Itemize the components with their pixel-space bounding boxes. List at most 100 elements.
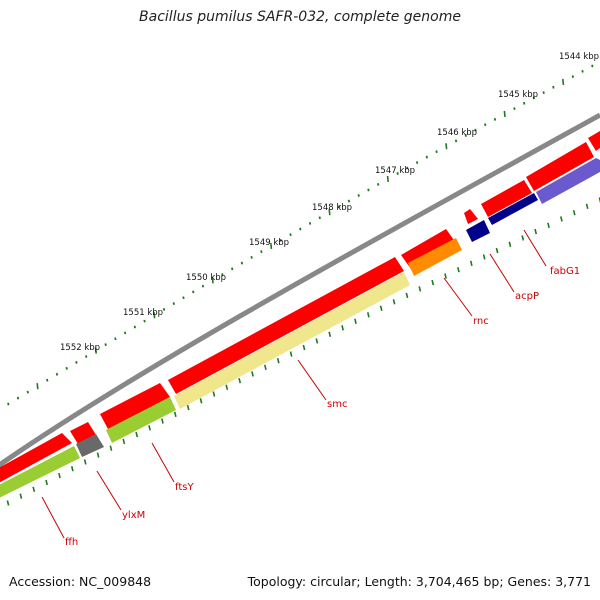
- inner-tick: [199, 398, 203, 404]
- scale-tick: [503, 110, 506, 118]
- gene-ffh: [0, 446, 80, 498]
- gene-fabG1: [536, 158, 600, 204]
- cds-arrow: [588, 131, 600, 151]
- gene-labels: fabG1 acpP rnc smc ftsY ylxM ffh: [65, 266, 580, 548]
- gene-acpP-small: [488, 193, 538, 225]
- scale-tick: [143, 319, 146, 323]
- leader-ffh: [41, 496, 65, 539]
- scale-tick: [308, 221, 312, 225]
- accession-text: Accession: NC_009848: [9, 574, 152, 589]
- scale-label: 1545 kbp: [498, 90, 538, 100]
- scale-tick: [172, 302, 175, 305]
- scale-tick: [16, 396, 20, 400]
- scale-tick: [396, 172, 399, 175]
- inner-tick: [366, 312, 370, 318]
- scale-tick: [328, 209, 331, 216]
- scale-tick: [474, 128, 477, 132]
- scale-tick: [289, 233, 292, 237]
- scale-tick: [192, 290, 195, 294]
- inner-tick: [264, 364, 267, 371]
- scale-tick: [153, 312, 156, 319]
- gene-rnc: [408, 238, 462, 276]
- inner-tick: [405, 292, 409, 299]
- leader-ftsY: [151, 442, 175, 483]
- scale-tick: [522, 101, 526, 105]
- inner-tick: [19, 493, 23, 499]
- inner-tick: [135, 431, 139, 438]
- inner-tick: [148, 425, 151, 431]
- gene-ylxM: [76, 434, 104, 457]
- scale-label: 1548 kbp: [312, 203, 352, 213]
- cds-block: [0, 433, 72, 483]
- inner-tick: [173, 411, 177, 417]
- inner-tick: [392, 299, 396, 305]
- inner-tick: [469, 260, 473, 267]
- leader-smc: [297, 359, 327, 401]
- scale-tick: [7, 402, 10, 406]
- inner-tick: [225, 384, 229, 391]
- cds-block: [481, 180, 532, 217]
- scale-tick: [46, 378, 49, 382]
- inner-tick: [444, 273, 447, 279]
- leader-acpP: [489, 253, 515, 293]
- scale-label: 1551 kbp: [123, 308, 163, 318]
- leader-fabG1: [523, 229, 547, 267]
- scale-tick: [26, 390, 29, 394]
- scale-tick: [513, 107, 516, 111]
- inner-tick: [251, 371, 254, 377]
- inner-tick: [186, 404, 190, 411]
- scale-tick: [464, 134, 467, 137]
- scale-tick: [221, 273, 224, 277]
- inner-tick: [96, 452, 100, 458]
- gene-acpP: [466, 220, 490, 242]
- scale-tick: [338, 205, 341, 209]
- scale-label: 1544 kbp: [559, 52, 599, 62]
- inner-tick: [315, 338, 319, 344]
- inner-tick: [32, 486, 36, 492]
- cds-arrow: [464, 209, 478, 224]
- map-title: Bacillus pumilus SAFR-032, complete geno…: [139, 9, 461, 25]
- leader-rnc: [443, 277, 473, 317]
- inner-tick: [379, 305, 383, 311]
- scale-label: 1552 kbp: [60, 343, 100, 353]
- scale-tick: [94, 347, 97, 354]
- gene-label-smc: smc: [327, 399, 347, 410]
- gene-smc: [174, 272, 410, 409]
- gene-label-ylxM: ylxM: [122, 510, 145, 521]
- scale-tick: [581, 69, 584, 73]
- scale-tick: [415, 161, 419, 164]
- gene-label-rnc: rnc: [473, 316, 489, 327]
- inner-tick: [547, 222, 550, 228]
- scale-dot-track: [7, 64, 594, 406]
- inner-tick: [302, 344, 306, 351]
- inner-tick: [354, 318, 357, 324]
- inner-tick: [289, 351, 293, 357]
- inner-tick: [212, 391, 216, 397]
- leader-ylxM: [96, 470, 122, 511]
- scale-tick: [123, 331, 127, 335]
- inner-tick: [508, 241, 512, 247]
- scale-label: 1549 kbp: [249, 238, 289, 248]
- scale-tick: [279, 238, 283, 242]
- scale-tick: [435, 150, 438, 154]
- inner-tick: [276, 358, 280, 364]
- scale-tick: [562, 78, 565, 86]
- scale-tick: [542, 91, 545, 95]
- scale-tick: [65, 366, 68, 370]
- inner-tick: [418, 286, 422, 292]
- gene-ftsY: [106, 397, 176, 443]
- scale-tick: [425, 155, 429, 159]
- genome-backbone: [0, 112, 600, 468]
- scale-tick: [240, 261, 244, 265]
- scale-tick: [347, 199, 351, 203]
- scale-label: 1547 kbp: [375, 166, 415, 176]
- scale-tick: [454, 139, 458, 143]
- gene-label-acpP: acpP: [515, 291, 539, 302]
- scale-tick: [250, 255, 253, 259]
- genome-summary-text: Topology: circular; Length: 3,704,465 bp…: [247, 574, 591, 589]
- scale-tick: [299, 227, 302, 231]
- scale-tick: [211, 277, 214, 284]
- cds-block: [100, 383, 170, 429]
- scale-tick: [182, 296, 185, 300]
